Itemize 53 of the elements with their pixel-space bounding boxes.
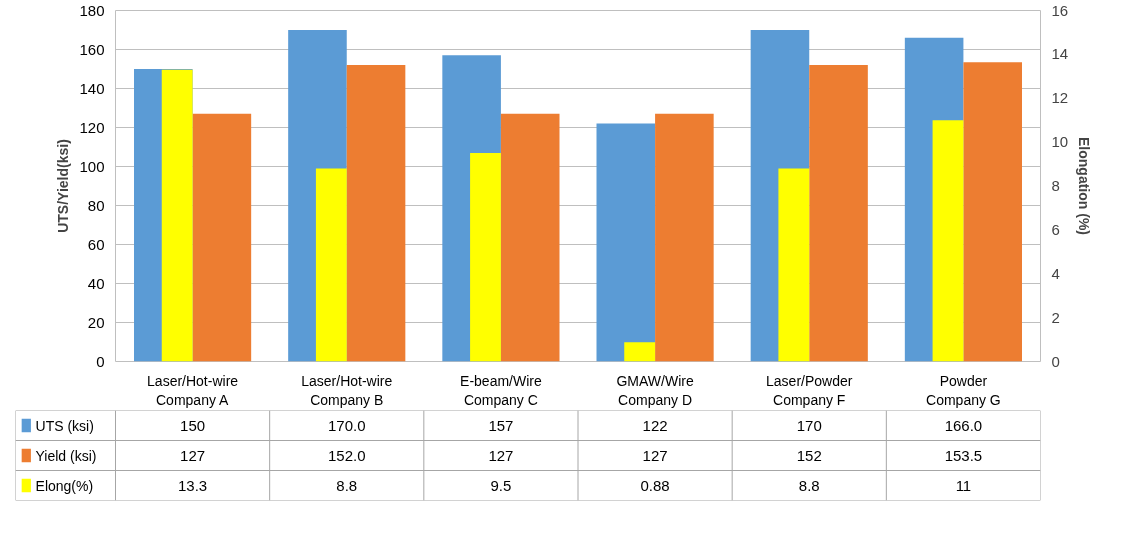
x-tick-label: Laser/Powder Company F [766,372,853,408]
y2-axis-title: Elongation (%) [1076,137,1093,236]
data-label: 150 [180,416,206,434]
y-tick-label: 120 [79,118,105,136]
y-tick-label: 60 [87,235,105,253]
y-tick-label: 40 [87,274,105,292]
data-label: 11 [955,476,972,494]
y-tick-label: 160 [79,40,105,58]
y-tick-label: 0 [96,352,105,370]
data-label: 8.8 [798,476,820,494]
data-label: 127 [642,446,668,464]
data-label: 166.0 [944,416,983,434]
data-label: 152.0 [327,446,366,464]
data-label: 9.5 [490,476,512,494]
data-label: 170 [796,416,822,434]
data-label: 152 [796,446,822,464]
data-label: 0.88 [640,476,670,494]
data-label: 8.8 [336,476,358,494]
y2-tick-label: 12 [1051,89,1069,107]
data-label: 127 [180,446,206,464]
y2-tick-label: 10 [1051,133,1069,151]
data-label: 13.3 [177,476,208,494]
bar [315,168,347,362]
x-tick-label: Laser/Hot-wire Company A [147,372,239,408]
y-axis-title: UTS/Yield(ksi) [55,139,72,233]
x-tick-label: Laser/Hot-wire Company B [301,372,393,408]
y2-tick-label: 16 [1051,1,1069,19]
y2-tick-label: 2 [1051,308,1060,326]
data-label: 153.5 [944,446,983,464]
legend-label: Elong(%) [35,477,94,494]
y-tick-label: 140 [79,79,105,97]
y-tick-label: 100 [79,157,105,175]
y-tick-label: 80 [87,196,105,214]
bar [655,113,714,362]
y-tick-label: 20 [87,313,105,331]
data-label: 127 [488,446,514,464]
legend-label: Yield (ksi) [35,447,97,464]
x-tick-label: Powder Company G [926,372,1001,408]
bar [624,342,656,362]
data-label: 157 [488,416,514,434]
y2-tick-label: 8 [1051,177,1060,194]
bar [778,168,810,362]
x-tick-label: GMAW/Wire Company D [616,372,694,408]
y2-tick-label: 4 [1051,264,1060,282]
y2-tick-label: 0 [1051,352,1060,370]
data-label: 122 [642,416,668,434]
legend-label: UTS (ksi) [35,417,94,434]
x-tick-label: E-beam/Wire Company C [460,372,542,408]
data-label: 170.0 [327,416,366,434]
y2-tick-label: 6 [1051,220,1060,238]
bar [596,123,656,362]
y2-tick-label: 14 [1051,45,1069,63]
y-tick-label: 180 [79,1,105,19]
